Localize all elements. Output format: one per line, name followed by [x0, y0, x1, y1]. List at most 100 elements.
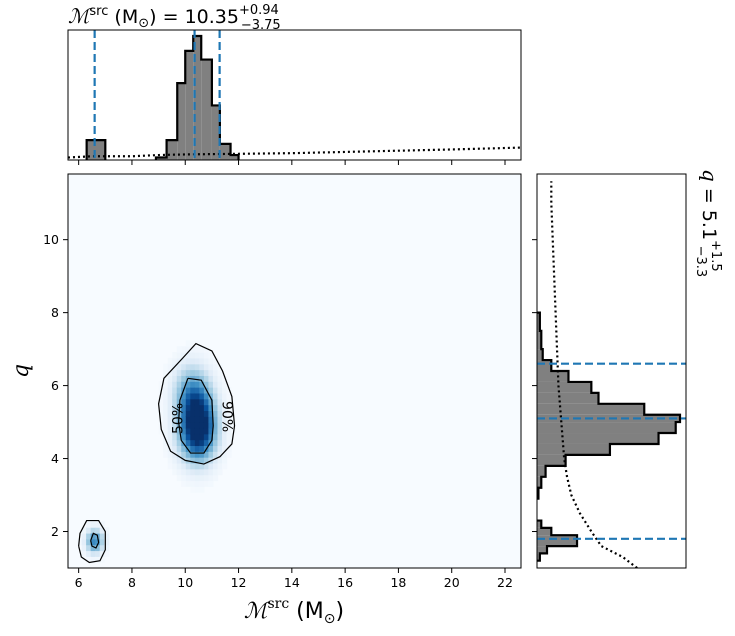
density-cell: [90, 527, 96, 534]
density-cell: [199, 457, 205, 464]
density-cell: [217, 416, 223, 423]
density-cell: [199, 462, 205, 470]
density-cell: [99, 521, 105, 528]
density-cell: [163, 427, 169, 435]
density-cell: [199, 375, 205, 382]
density-cell: [203, 398, 210, 406]
density-cell: [181, 451, 187, 458]
density-cell: [181, 375, 187, 382]
x-tick-label: 16: [337, 575, 353, 590]
density-cell: [203, 468, 210, 476]
density-cell: [181, 404, 187, 411]
density-cell: [181, 381, 187, 388]
density-cell: [217, 410, 223, 417]
x-tick-label: 6: [75, 575, 83, 590]
density-cell: [222, 462, 228, 470]
density-cell: [185, 410, 191, 417]
density-cell: [104, 544, 110, 552]
x-hist-bar-5: [193, 36, 202, 160]
density-cell: [203, 369, 210, 376]
density-cell: [226, 445, 232, 452]
density-cell: [222, 439, 228, 447]
density-cell: [167, 381, 173, 388]
density-cell: [172, 468, 178, 476]
density-cell: [190, 352, 196, 359]
x-marginal-ticks: [78, 160, 506, 165]
density-cell: [185, 468, 191, 476]
density-cell: [226, 404, 232, 411]
x-tick-label: 8: [128, 575, 136, 590]
density-cell: [185, 439, 191, 447]
density-cell: [172, 369, 178, 376]
density-cell: [158, 427, 164, 435]
density-cell: [194, 451, 200, 458]
contour-50-1: [90, 532, 100, 549]
density-cell: [217, 422, 223, 429]
density-cell: [217, 392, 223, 400]
density-cell: [190, 480, 196, 487]
density-cell: [203, 346, 210, 353]
credible-contours: 50% 90%: [78, 342, 236, 564]
density-cell: [208, 381, 214, 388]
density-cell: [190, 363, 196, 371]
y-tick-label: 8: [51, 305, 59, 320]
density-cell: [194, 387, 200, 394]
density-cell: [199, 387, 205, 394]
density-cell: [190, 392, 196, 400]
density-cell: [172, 462, 178, 470]
density-cell: [167, 410, 173, 417]
q-hist-bar-20: [537, 312, 540, 331]
contour-90-0: [157, 342, 236, 465]
density-cell: [199, 369, 205, 376]
density-cell: [217, 445, 223, 452]
density-cell: [199, 486, 205, 493]
density-cell: [185, 398, 191, 406]
density-cell: [212, 445, 219, 452]
q-hist-bar-16: [537, 371, 569, 382]
density-cell: [203, 416, 210, 423]
q-marginal-ticks: [532, 239, 537, 533]
density-cell: [99, 538, 105, 546]
density-cell: [172, 445, 178, 452]
density-cell: [217, 381, 223, 388]
density-cell: [208, 480, 214, 487]
density-cell: [185, 357, 191, 365]
density-cell: [212, 451, 219, 458]
x-quantile-lines: [93, 30, 221, 160]
density-cell: [199, 363, 205, 371]
density-cell: [167, 369, 173, 376]
y-tick-label: 2: [51, 524, 59, 539]
density-cell: [199, 474, 205, 482]
density-cell: [222, 416, 228, 423]
density-cell: [181, 457, 187, 464]
density-cell: [199, 433, 205, 441]
density-cell: [176, 392, 182, 400]
q-hist-bar-0: [537, 553, 540, 561]
density-cell: [163, 410, 169, 417]
density-cell: [172, 398, 178, 406]
density-cell: [190, 404, 196, 411]
density-cell: [185, 346, 191, 353]
density-cell: [81, 544, 87, 552]
contour-50-0: [177, 377, 214, 454]
density-cell: [181, 474, 187, 482]
density-cell: [199, 357, 205, 365]
density-cell: [203, 474, 210, 482]
density-cell: [163, 404, 169, 411]
q-hist-bar-1: [537, 546, 548, 554]
density-cell: [90, 538, 96, 546]
density-cell: [203, 439, 210, 447]
density-cell: [208, 433, 214, 441]
density-cell: [217, 468, 223, 476]
x-hist-outline: [85, 34, 240, 160]
density-cell: [217, 398, 223, 406]
density-cell: [190, 357, 196, 365]
density-cell: [167, 433, 173, 441]
density-cell: [86, 544, 92, 552]
q-marginal-frame: [536, 173, 687, 569]
q-hist-bar-9: [537, 443, 610, 455]
density-cell: [190, 381, 196, 388]
density-cell: [167, 416, 173, 423]
density-cell: [194, 369, 200, 376]
